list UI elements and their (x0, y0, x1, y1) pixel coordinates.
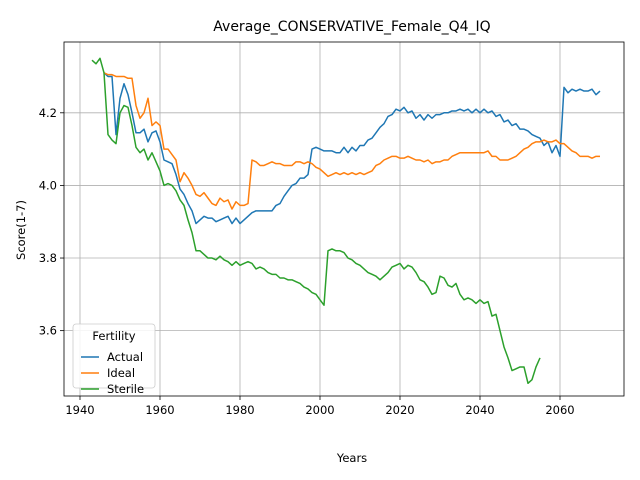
x-tick-label: 1940 (65, 403, 94, 417)
y-tick-label: 4.2 (39, 106, 57, 120)
y-tick-label: 3.6 (39, 324, 57, 338)
x-tick-label: 2060 (545, 403, 574, 417)
x-tick-label: 1960 (145, 403, 174, 417)
series-line-sterile (91, 57, 541, 385)
legend-entry-sterile: Sterile (107, 382, 144, 396)
legend-entry-ideal: Ideal (107, 366, 135, 380)
legend: Fertility Actual Ideal Sterile (72, 323, 156, 396)
x-tick-label: 2020 (385, 403, 414, 417)
chart-title: Average_CONSERVATIVE_Female_Q4_IQ (213, 19, 490, 35)
legend-entry-actual: Actual (107, 350, 143, 364)
y-tick-label: 3.8 (39, 251, 57, 265)
axes-frame (63, 41, 625, 397)
legend-box (72, 323, 156, 389)
x-tick-label: 2000 (305, 403, 334, 417)
x-tick-label: 1980 (225, 403, 254, 417)
plot-area: 1940 1960 1980 2000 2020 2040 2060 3.6 3.8 4.0 4.2 (39, 41, 625, 417)
y-tick-label: 4.0 (39, 178, 57, 192)
y-axis-label: Score(1-7) (14, 200, 28, 260)
series-line-ideal (103, 72, 600, 210)
x-axis-label: Years (336, 451, 367, 465)
legend-title: Fertility (92, 329, 135, 343)
x-tick-label: 2040 (465, 403, 494, 417)
series-line-actual (103, 72, 601, 225)
